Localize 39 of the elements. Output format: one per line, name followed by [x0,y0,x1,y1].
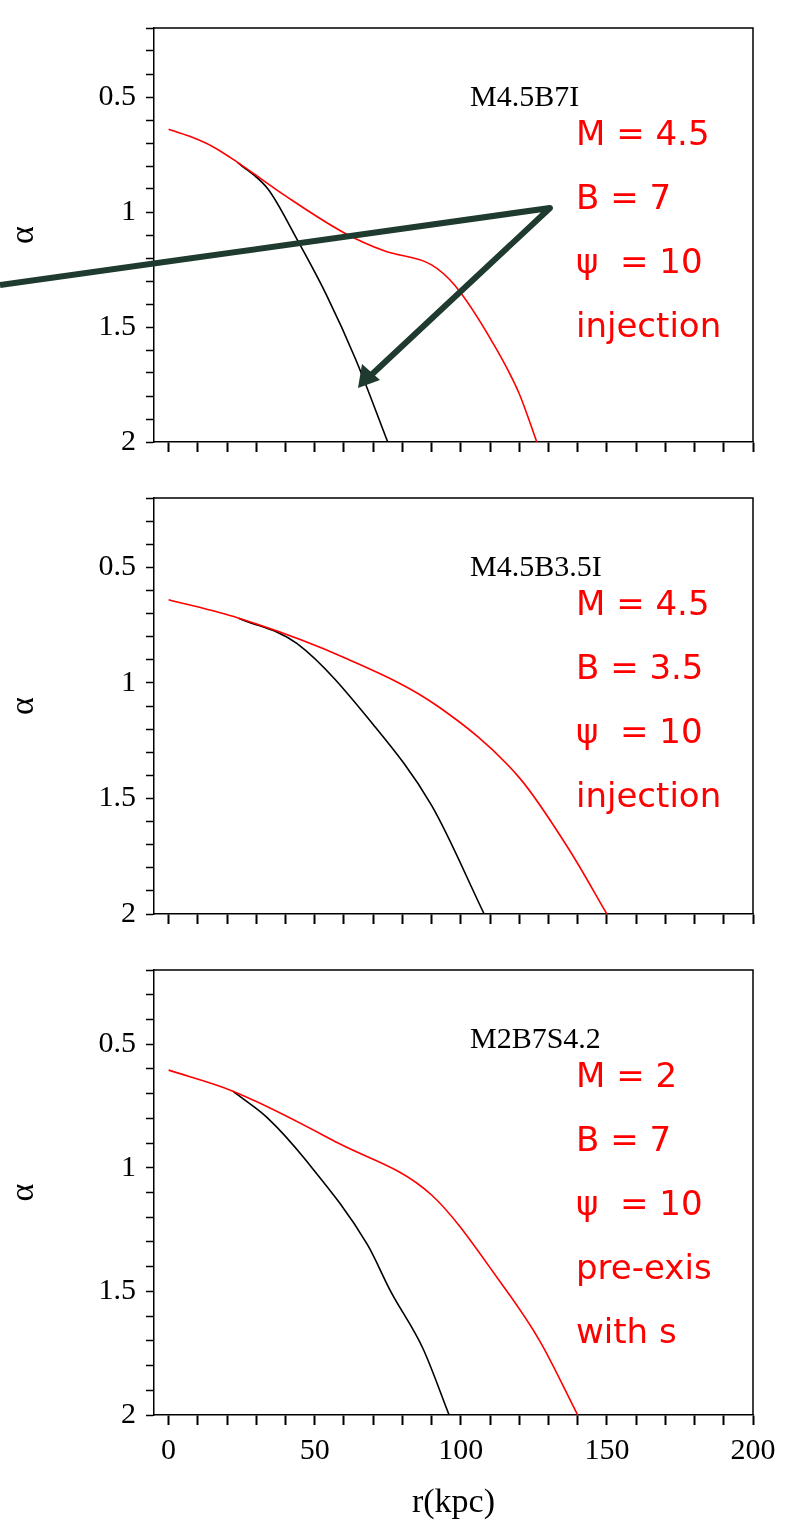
x-axis-title: r(kpc) [411,1481,496,1520]
y-tick-label: 1.5 [98,779,136,813]
y-tick-label: 0.5 [98,548,136,582]
x-tick-label: 100 [438,1431,484,1465]
annotation: ψ = 10 [576,1182,703,1223]
annotation: injection [576,774,722,815]
y-tick-label: 1.5 [98,1272,136,1306]
annotation: M4.5B7I [470,79,580,112]
y-axis-title: α [3,696,41,715]
y-tick-label: 1 [121,1148,136,1182]
annotation: with s [576,1310,677,1351]
y-axis-title: α [3,225,41,244]
annotation: M = 2 [576,1054,678,1095]
annotation: B = 3.5 [576,646,704,687]
y-tick-label: 0.5 [98,1025,136,1059]
annotation: M4.5B3.5I [470,549,602,582]
y-tick-label: 1 [121,192,136,226]
line-series [167,128,538,442]
annotation: ψ = 10 [576,710,703,751]
y-tick-label: 2 [121,1395,136,1429]
y-tick-label: 2 [121,894,136,928]
annotation: M = 4.5 [576,582,710,623]
y-tick-label: 1 [121,663,136,697]
annotation: B = 7 [576,1118,672,1159]
y-tick-label: 1.5 [98,307,136,341]
y-tick-label: 0.5 [98,77,136,111]
y-tick-label: 2 [121,422,136,456]
annotation: M = 4.5 [576,112,710,153]
x-tick-label: 0 [161,1431,177,1465]
annotation: injection [576,304,722,345]
x-tick-label: 150 [584,1431,630,1465]
x-tick-label: 50 [299,1431,330,1465]
x-tick-label: 200 [730,1431,776,1465]
line-series [167,1069,579,1415]
annotation: M2B7S4.2 [470,1021,601,1054]
annotation: pre-exis [576,1246,712,1287]
annotation: ψ = 10 [576,240,703,281]
annotation: B = 7 [576,176,672,217]
y-axis-title: α [3,1183,41,1202]
